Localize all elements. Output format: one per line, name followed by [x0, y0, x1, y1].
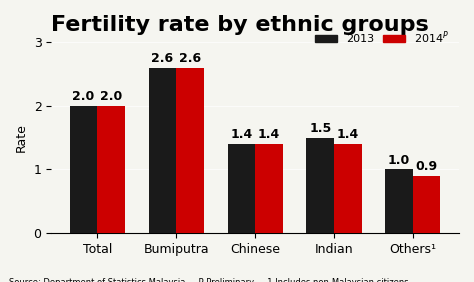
Bar	[334, 144, 362, 233]
Text: 1.4: 1.4	[230, 128, 253, 141]
Bar	[306, 138, 334, 233]
Text: Fertility rate by ethnic groups: Fertility rate by ethnic groups	[51, 15, 429, 35]
Text: 1.4: 1.4	[258, 128, 280, 141]
Text: 1.0: 1.0	[388, 154, 410, 167]
Bar	[385, 169, 413, 233]
Bar	[70, 106, 98, 233]
Text: 1.4: 1.4	[337, 128, 359, 141]
Text: 1.5: 1.5	[309, 122, 331, 135]
Y-axis label: Rate: Rate	[15, 123, 28, 152]
Bar	[228, 144, 255, 233]
Bar	[98, 106, 125, 233]
Legend: 2013, 2014$^{P}$: 2013, 2014$^{P}$	[310, 25, 454, 50]
Bar	[176, 68, 204, 233]
Bar	[149, 68, 176, 233]
Bar	[413, 176, 440, 233]
Text: Source: Department of Statistics Malaysia     P Preliminary     1 Includes non-M: Source: Department of Statistics Malaysi…	[9, 278, 409, 282]
Text: 2.0: 2.0	[100, 90, 122, 103]
Text: 2.6: 2.6	[151, 52, 173, 65]
Text: 2.6: 2.6	[179, 52, 201, 65]
Bar	[255, 144, 283, 233]
Text: 2.0: 2.0	[73, 90, 95, 103]
Text: 0.9: 0.9	[416, 160, 438, 173]
